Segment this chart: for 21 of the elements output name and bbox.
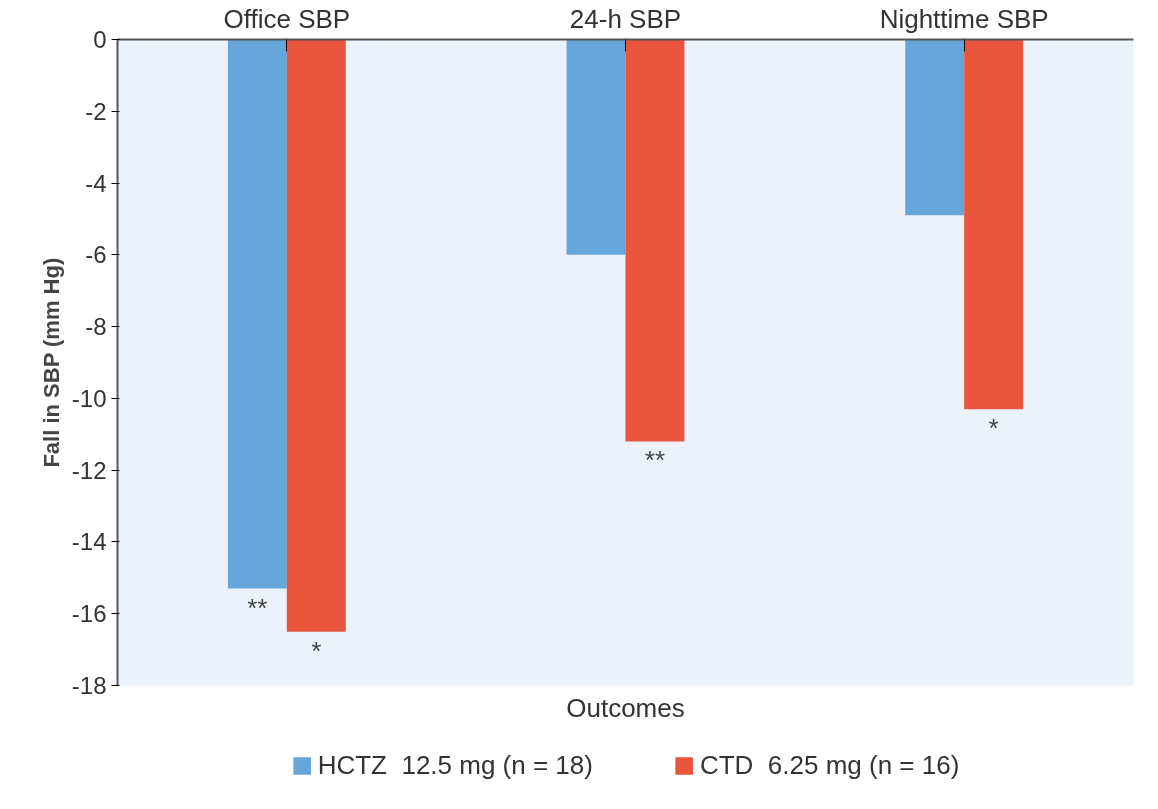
y-tick-label: -12: [71, 456, 107, 484]
x-tick-label: Nighttime SBP: [879, 3, 1049, 34]
annotation: *: [311, 635, 322, 666]
legend-label: CTD 6.25 mg (n = 16): [699, 749, 960, 781]
annotation: *: [988, 413, 999, 444]
y-tick-label: -10: [71, 384, 107, 412]
y-tick-label: -18: [71, 672, 107, 699]
y-tick-label: -2: [85, 97, 107, 125]
y-tick-label: -14: [71, 528, 107, 556]
y-tick-label: 0: [93, 26, 107, 53]
y-tick-label: -8: [85, 313, 107, 341]
x-tick-label: 24-h SBP: [569, 3, 682, 34]
y-tick-label: -6: [85, 241, 107, 269]
y-tick-label: -16: [71, 600, 107, 628]
y-axis-title: Fall in SBP (mm Hg): [38, 257, 64, 468]
annotation: **: [247, 592, 268, 623]
annotation: **: [644, 445, 666, 476]
x-tick-label: Office SBP: [223, 3, 351, 34]
x-axis-title: Outcomes: [566, 692, 685, 723]
legend-label: HCTZ 12.5 mg (n = 18): [317, 749, 593, 781]
y-tick-label: -4: [85, 169, 107, 197]
